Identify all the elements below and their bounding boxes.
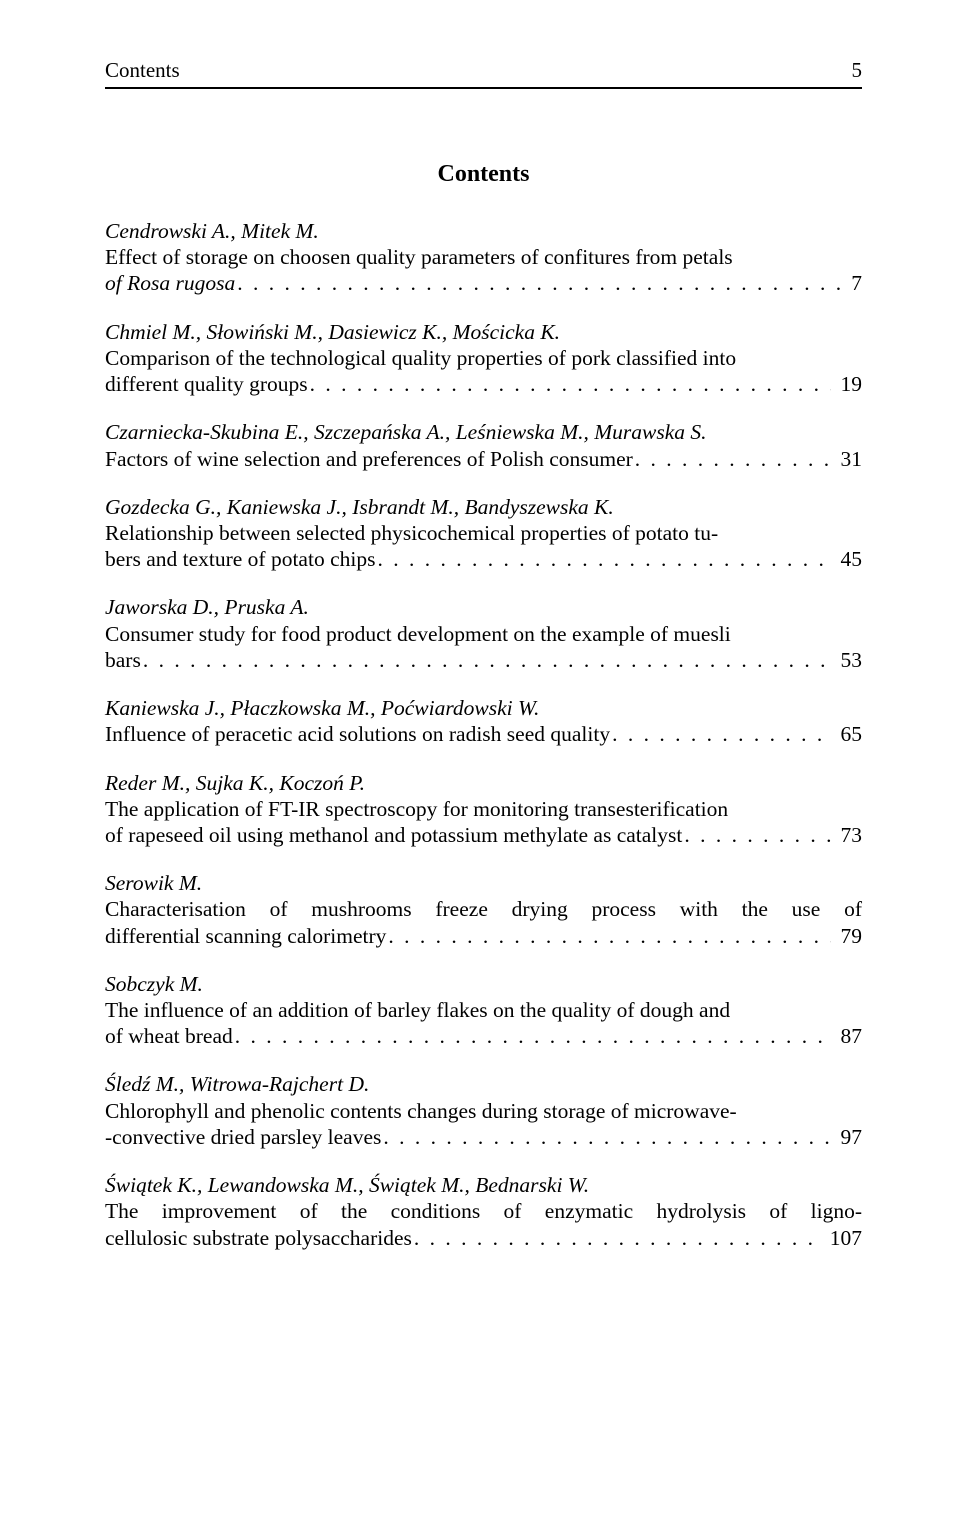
toc-authors: Świątek K., Lewandowska M., Świątek M., … — [105, 1172, 862, 1198]
toc-title-row: Influence of peracetic acid solutions on… — [105, 721, 862, 747]
toc-title-line: The influence of an addition of barley f… — [105, 997, 862, 1023]
toc-title-line: Effect of storage on choosen quality par… — [105, 244, 862, 270]
toc-authors: Gozdecka G., Kaniewska J., Isbrandt M., … — [105, 494, 862, 520]
toc-page: 19 — [831, 371, 863, 397]
toc-leaders: . . . . . . . . . . . . . . . . . . . . … — [233, 1023, 831, 1049]
toc-page: 53 — [831, 647, 863, 673]
toc-title-last: of rapeseed oil using methanol and potas… — [105, 822, 682, 848]
toc-title-row: bers and texture of potato chips. . . . … — [105, 546, 862, 572]
toc-title-line: Comparison of the technological quality … — [105, 345, 862, 371]
page-title: Contents — [105, 161, 862, 188]
toc-title-line: Consumer study for food product developm… — [105, 621, 862, 647]
toc-page: 31 — [831, 446, 863, 472]
toc-entry: Chmiel M., Słowiński M., Dasiewicz K., M… — [105, 319, 862, 398]
toc-authors: Śledź M., Witrowa-Rajchert D. — [105, 1071, 862, 1097]
toc-leaders: . . . . . . . . . . . . . . . . . . . . … — [381, 1124, 830, 1150]
toc-list: Cendrowski A., Mitek M.Effect of storage… — [105, 218, 862, 1251]
toc-leaders: . . . . . . . . . . . . . . . . . . . . … — [610, 721, 830, 747]
toc-title-last: different quality groups — [105, 371, 308, 397]
toc-title-row: of wheat bread. . . . . . . . . . . . . … — [105, 1023, 862, 1049]
toc-authors: Kaniewska J., Płaczkowska M., Poćwiardow… — [105, 695, 862, 721]
toc-entry: Reder M., Sujka K., Koczoń P.The applica… — [105, 770, 862, 849]
header-rule — [105, 87, 862, 89]
toc-entry: Gozdecka G., Kaniewska J., Isbrandt M., … — [105, 494, 862, 573]
toc-entry: Świątek K., Lewandowska M., Świątek M., … — [105, 1172, 862, 1251]
toc-title-last: bers and texture of potato chips — [105, 546, 375, 572]
toc-title-line: The application of FT-IR spectroscopy fo… — [105, 796, 862, 822]
toc-entry: Czarniecka-Skubina E., Szczepańska A., L… — [105, 419, 862, 471]
header-right: 5 — [852, 58, 863, 83]
toc-title-row: bars. . . . . . . . . . . . . . . . . . … — [105, 647, 862, 673]
toc-title-last: differential scanning calorimetry — [105, 923, 386, 949]
toc-page: 87 — [831, 1023, 863, 1049]
toc-title-line: Relationship between selected physicoche… — [105, 520, 862, 546]
toc-title-row: Factors of wine selection and preference… — [105, 446, 862, 472]
toc-title-row: of rapeseed oil using methanol and potas… — [105, 822, 862, 848]
toc-leaders: . . . . . . . . . . . . . . . . . . . . … — [386, 923, 830, 949]
toc-entry: Jaworska D., Pruska A.Consumer study for… — [105, 594, 862, 673]
toc-title-line: Chlorophyll and phenolic contents change… — [105, 1098, 862, 1124]
toc-authors: Czarniecka-Skubina E., Szczepańska A., L… — [105, 419, 862, 445]
toc-leaders: . . . . . . . . . . . . . . . . . . . . … — [682, 822, 830, 848]
toc-page: 79 — [831, 923, 863, 949]
toc-title-line: The improvement of the conditions of enz… — [105, 1198, 862, 1224]
toc-title-row: different quality groups. . . . . . . . … — [105, 371, 862, 397]
toc-title-row: -convective dried parsley leaves. . . . … — [105, 1124, 862, 1150]
toc-authors: Cendrowski A., Mitek M. — [105, 218, 862, 244]
running-header: Contents 5 — [105, 58, 862, 87]
toc-title-last: cellulosic substrate polysaccharides — [105, 1225, 412, 1251]
toc-page: 97 — [831, 1124, 863, 1150]
toc-title-row: of Rosa rugosa. . . . . . . . . . . . . … — [105, 270, 862, 296]
toc-entry: Śledź M., Witrowa-Rajchert D.Chlorophyll… — [105, 1071, 862, 1150]
toc-authors: Sobczyk M. — [105, 971, 862, 997]
toc-title-last: of wheat bread — [105, 1023, 233, 1049]
toc-leaders: . . . . . . . . . . . . . . . . . . . . … — [375, 546, 830, 572]
header-left: Contents — [105, 58, 180, 83]
toc-page: 73 — [831, 822, 863, 848]
toc-title-row: differential scanning calorimetry. . . .… — [105, 923, 862, 949]
toc-page: 7 — [841, 270, 862, 296]
toc-authors: Serowik M. — [105, 870, 862, 896]
toc-leaders: . . . . . . . . . . . . . . . . . . . . … — [235, 270, 841, 296]
toc-page: 107 — [820, 1225, 862, 1251]
toc-title-row: cellulosic substrate polysaccharides. . … — [105, 1225, 862, 1251]
toc-entry: Serowik M.Characterisation of mushrooms … — [105, 870, 862, 949]
toc-title-last: bars — [105, 647, 141, 673]
toc-leaders: . . . . . . . . . . . . . . . . . . . . … — [633, 446, 831, 472]
toc-title-last: Influence of peracetic acid solutions on… — [105, 721, 610, 747]
toc-authors: Reder M., Sujka K., Koczoń P. — [105, 770, 862, 796]
toc-page: 65 — [831, 721, 863, 747]
toc-authors: Chmiel M., Słowiński M., Dasiewicz K., M… — [105, 319, 862, 345]
toc-leaders: . . . . . . . . . . . . . . . . . . . . … — [412, 1225, 820, 1251]
toc-title-last: of Rosa rugosa — [105, 270, 235, 296]
toc-entry: Kaniewska J., Płaczkowska M., Poćwiardow… — [105, 695, 862, 747]
toc-title-last: Factors of wine selection and preference… — [105, 446, 633, 472]
toc-leaders: . . . . . . . . . . . . . . . . . . . . … — [141, 647, 831, 673]
toc-title-line: Characterisation of mushrooms freeze dry… — [105, 896, 862, 922]
toc-leaders: . . . . . . . . . . . . . . . . . . . . … — [308, 371, 831, 397]
toc-entry: Cendrowski A., Mitek M.Effect of storage… — [105, 218, 862, 297]
toc-title-last: -convective dried parsley leaves — [105, 1124, 381, 1150]
toc-entry: Sobczyk M.The influence of an addition o… — [105, 971, 862, 1050]
toc-page: 45 — [831, 546, 863, 572]
toc-authors: Jaworska D., Pruska A. — [105, 594, 862, 620]
